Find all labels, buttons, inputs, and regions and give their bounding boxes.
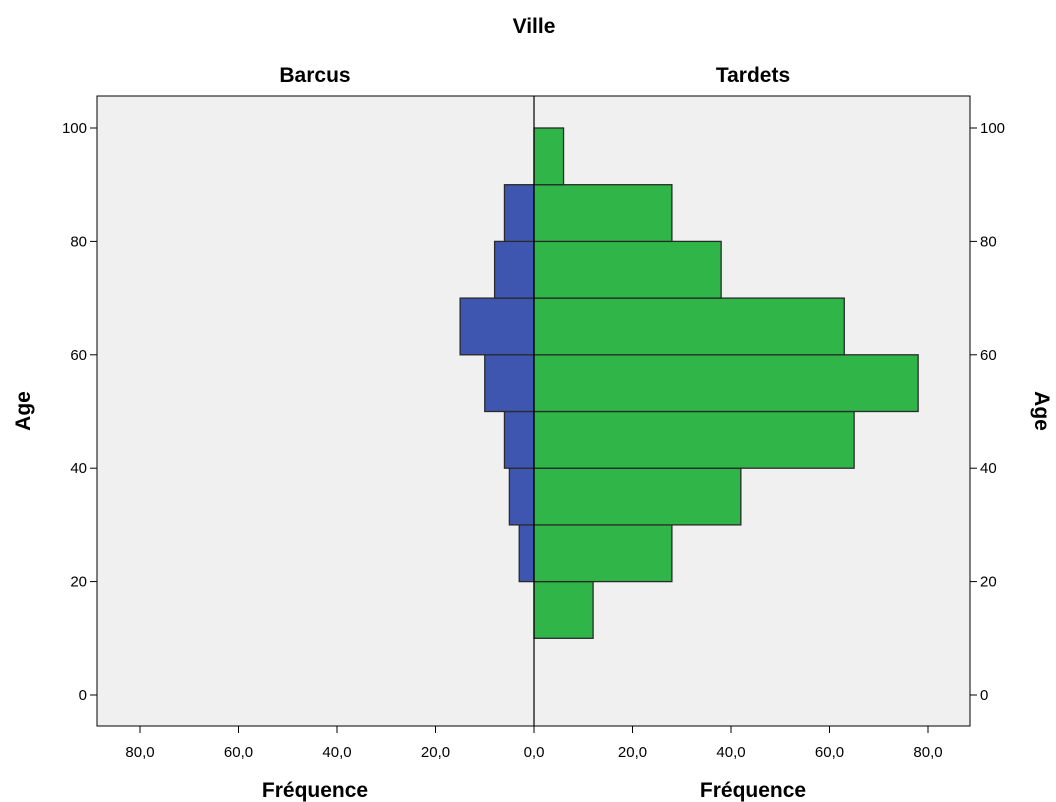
bar-tardets-90-100 xyxy=(533,127,565,186)
bar-tardets-30-40 xyxy=(533,467,742,526)
bar-tardets-40-50 xyxy=(533,410,855,469)
x-axis-title-tardets: Fréquence xyxy=(700,779,806,802)
bar-tardets-10-20 xyxy=(533,580,594,639)
panel-title-tardets: Tardets xyxy=(716,64,790,87)
bar-tardets-80-90 xyxy=(533,184,673,243)
bar-tardets-70-80 xyxy=(533,240,722,299)
x-tick-label-5: 20,0 xyxy=(618,744,647,761)
y-tick-label-right-40: 40 xyxy=(980,460,997,477)
bar-barcus-20-30 xyxy=(518,524,535,583)
bar-barcus-80-90 xyxy=(503,184,535,243)
x-tick-label-2: 40,0 xyxy=(322,744,351,761)
y-tick-label-right-0: 0 xyxy=(980,687,988,704)
x-tick-label-1: 60,0 xyxy=(224,744,253,761)
bar-barcus-50-60 xyxy=(484,354,535,413)
bar-barcus-40-50 xyxy=(503,410,535,469)
y-tick-label-left-0: 0 xyxy=(79,687,87,704)
x-tick-label-0: 80,0 xyxy=(125,744,154,761)
x-tick-label-8: 80,0 xyxy=(913,744,942,761)
bar-barcus-30-40 xyxy=(508,467,535,526)
y-tick-label-left-80: 80 xyxy=(70,233,87,250)
y-tick-label-right-100: 100 xyxy=(980,120,1005,137)
bars-group xyxy=(459,127,919,639)
x-axis-title-barcus: Fréquence xyxy=(262,779,368,802)
y-axis-ticks: 0 0 20 20 40 40 60 60 80 80 100 100 xyxy=(62,120,1005,704)
y-axis-title-right: Age xyxy=(1030,391,1053,431)
y-tick-label-right-20: 20 xyxy=(980,574,997,591)
chart-title: Ville xyxy=(513,15,556,38)
x-tick-label-7: 60,0 xyxy=(815,744,844,761)
bar-tardets-20-30 xyxy=(533,524,673,583)
y-tick-label-right-80: 80 xyxy=(980,233,997,250)
y-tick-label-right-60: 60 xyxy=(980,347,997,364)
x-axis-ticks: 80,0 60,0 40,0 20,0 0,0 20,0 40,0 60,0 80,0 xyxy=(125,726,943,761)
x-tick-label-4: 0,0 xyxy=(524,744,545,761)
y-tick-label-left-20: 20 xyxy=(70,574,87,591)
x-tick-label-3: 20,0 xyxy=(421,744,450,761)
bar-tardets-60-70 xyxy=(533,297,845,356)
panel-title-barcus: Barcus xyxy=(279,64,350,87)
bar-tardets-50-60 xyxy=(533,354,919,413)
y-axis-title-left: Age xyxy=(12,391,35,431)
bar-barcus-60-70 xyxy=(459,297,535,356)
y-tick-label-left-60: 60 xyxy=(70,347,87,364)
y-tick-label-left-100: 100 xyxy=(62,120,87,137)
y-tick-label-left-40: 40 xyxy=(70,460,87,477)
x-tick-label-6: 40,0 xyxy=(716,744,745,761)
bar-barcus-70-80 xyxy=(493,240,535,299)
